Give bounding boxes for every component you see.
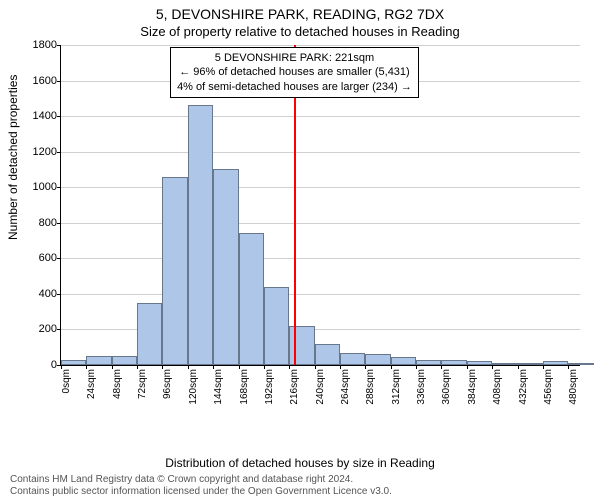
axes-frame: 0200400600800100012001400160018000sqm24s… (60, 45, 580, 366)
histogram-bar (188, 105, 213, 365)
xtick-label: 432sqm (518, 369, 529, 405)
annotation-line-1: 5 DEVONSHIRE PARK: 221sqm (177, 51, 412, 65)
ytick-label: 1200 (33, 146, 57, 158)
figure-container: 5, DEVONSHIRE PARK, READING, RG2 7DX Siz… (0, 0, 600, 500)
xtick-label: 360sqm (441, 369, 452, 405)
xtick-label: 72sqm (137, 369, 148, 399)
histogram-bar (492, 363, 517, 365)
xtick-label: 144sqm (213, 369, 224, 405)
ytick-label: 0 (51, 359, 57, 371)
histogram-bar (162, 177, 187, 365)
histogram-bar (86, 356, 111, 365)
xtick-label: 456sqm (543, 369, 554, 405)
gridline (61, 294, 580, 295)
histogram-bar (568, 363, 593, 365)
ytick-label: 200 (39, 323, 57, 335)
annotation-box: 5 DEVONSHIRE PARK: 221sqm ← 96% of detac… (170, 47, 419, 98)
ytick-label: 1000 (33, 181, 57, 193)
ytick-label: 600 (39, 252, 57, 264)
histogram-bar (441, 360, 466, 365)
plot-area: 0200400600800100012001400160018000sqm24s… (60, 45, 580, 405)
xtick-label: 384sqm (467, 369, 478, 405)
histogram-bar (264, 287, 289, 365)
ytick-mark (57, 81, 61, 82)
histogram-bar (518, 363, 543, 365)
chart-title: 5, DEVONSHIRE PARK, READING, RG2 7DX (0, 6, 600, 22)
histogram-bar (391, 357, 416, 365)
histogram-bar (315, 344, 340, 365)
ytick-label: 1800 (33, 39, 57, 51)
annotation-line-2: ← 96% of detached houses are smaller (5,… (177, 65, 412, 79)
histogram-bar (467, 361, 492, 365)
x-axis-label: Distribution of detached houses by size … (0, 456, 600, 470)
xtick-label: 480sqm (568, 369, 579, 405)
xtick-label: 312sqm (391, 369, 402, 405)
ytick-mark (57, 116, 61, 117)
y-axis-label: Number of detached properties (6, 75, 20, 240)
footer-line-2: Contains public sector information licen… (10, 486, 392, 498)
xtick-label: 0sqm (61, 369, 72, 393)
xtick-label: 96sqm (162, 369, 173, 399)
xtick-label: 168sqm (239, 369, 250, 405)
gridline (61, 187, 580, 188)
histogram-bar (340, 353, 365, 365)
histogram-bar (543, 361, 568, 365)
xtick-label: 120sqm (188, 369, 199, 405)
ytick-mark (57, 187, 61, 188)
gridline (61, 223, 580, 224)
gridline (61, 116, 580, 117)
annotation-line-3: 4% of semi-detached houses are larger (2… (177, 80, 412, 94)
footer-attribution: Contains HM Land Registry data © Crown c… (10, 474, 392, 498)
ytick-mark (57, 223, 61, 224)
histogram-bar (112, 356, 137, 365)
ytick-label: 800 (39, 217, 57, 229)
ytick-mark (57, 329, 61, 330)
xtick-label: 240sqm (315, 369, 326, 405)
ytick-mark (57, 258, 61, 259)
histogram-bar (61, 360, 86, 365)
histogram-bar (213, 169, 238, 365)
ytick-mark (57, 45, 61, 46)
xtick-label: 288sqm (365, 369, 376, 405)
histogram-bar (365, 354, 390, 365)
gridline (61, 152, 580, 153)
gridline (61, 45, 580, 46)
ytick-mark (57, 294, 61, 295)
ytick-label: 400 (39, 288, 57, 300)
ytick-mark (57, 152, 61, 153)
histogram-bar (239, 233, 264, 365)
gridline (61, 258, 580, 259)
ytick-label: 1600 (33, 75, 57, 87)
xtick-label: 408sqm (492, 369, 503, 405)
histogram-bar (137, 303, 162, 365)
ytick-label: 1400 (33, 110, 57, 122)
xtick-label: 48sqm (112, 369, 123, 399)
xtick-label: 192sqm (264, 369, 275, 405)
chart-subtitle: Size of property relative to detached ho… (0, 24, 600, 39)
footer-line-1: Contains HM Land Registry data © Crown c… (10, 474, 392, 486)
xtick-label: 336sqm (416, 369, 427, 405)
xtick-label: 216sqm (289, 369, 300, 405)
histogram-bar (416, 360, 441, 365)
xtick-label: 264sqm (340, 369, 351, 405)
xtick-label: 24sqm (86, 369, 97, 399)
